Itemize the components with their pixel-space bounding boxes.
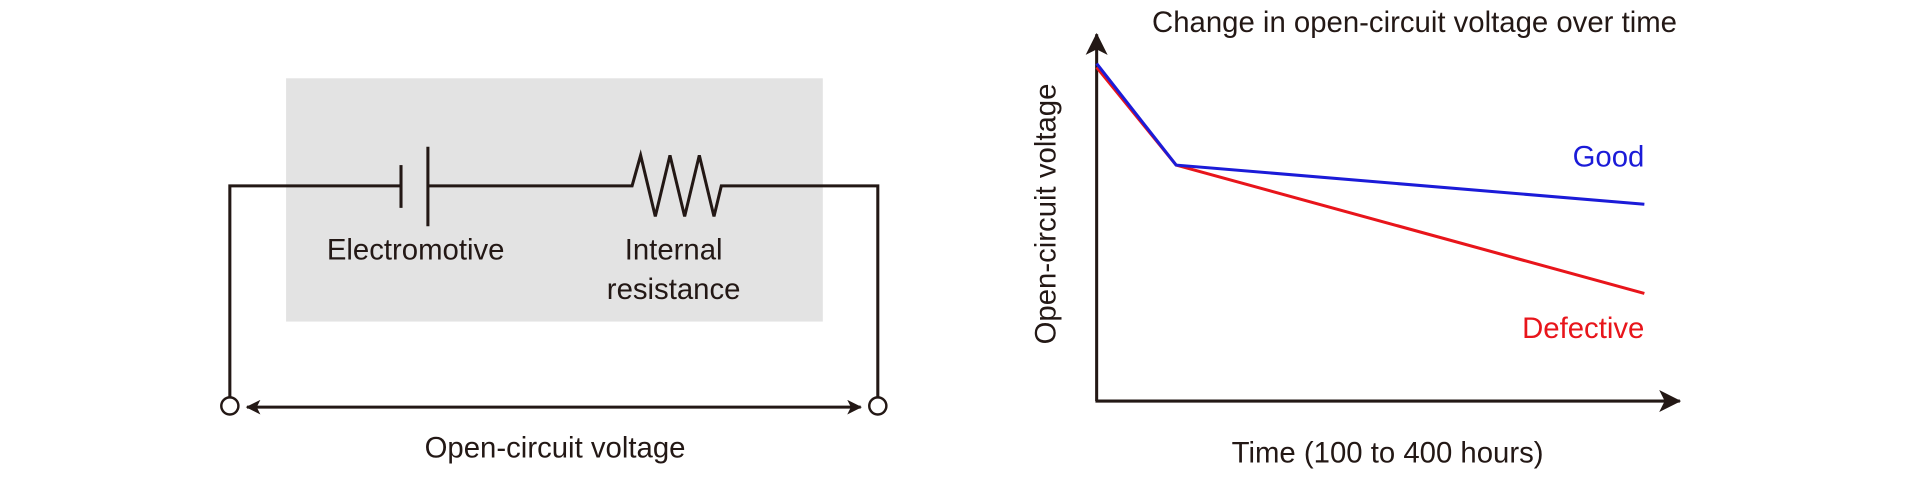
voltage-label: Open-circuit voltage <box>425 432 686 465</box>
battery-box <box>286 78 823 322</box>
x-axis-label: Time (100 to 400 hours) <box>1232 437 1544 470</box>
resistance-label: Internal <box>625 234 723 267</box>
defective-label: Defective <box>1522 312 1644 345</box>
good-label: Good <box>1573 141 1645 174</box>
graph-title: Change in open-circuit voltage over time <box>1152 6 1677 39</box>
terminal <box>220 396 240 416</box>
emf-label: Electromotive <box>327 234 505 267</box>
y-axis-label: Open-circuit voltage <box>1029 84 1062 345</box>
circuit-wire <box>228 149 880 398</box>
terminal <box>868 396 888 416</box>
good-line <box>1095 62 1645 206</box>
resistance-label: resistance <box>607 273 741 306</box>
